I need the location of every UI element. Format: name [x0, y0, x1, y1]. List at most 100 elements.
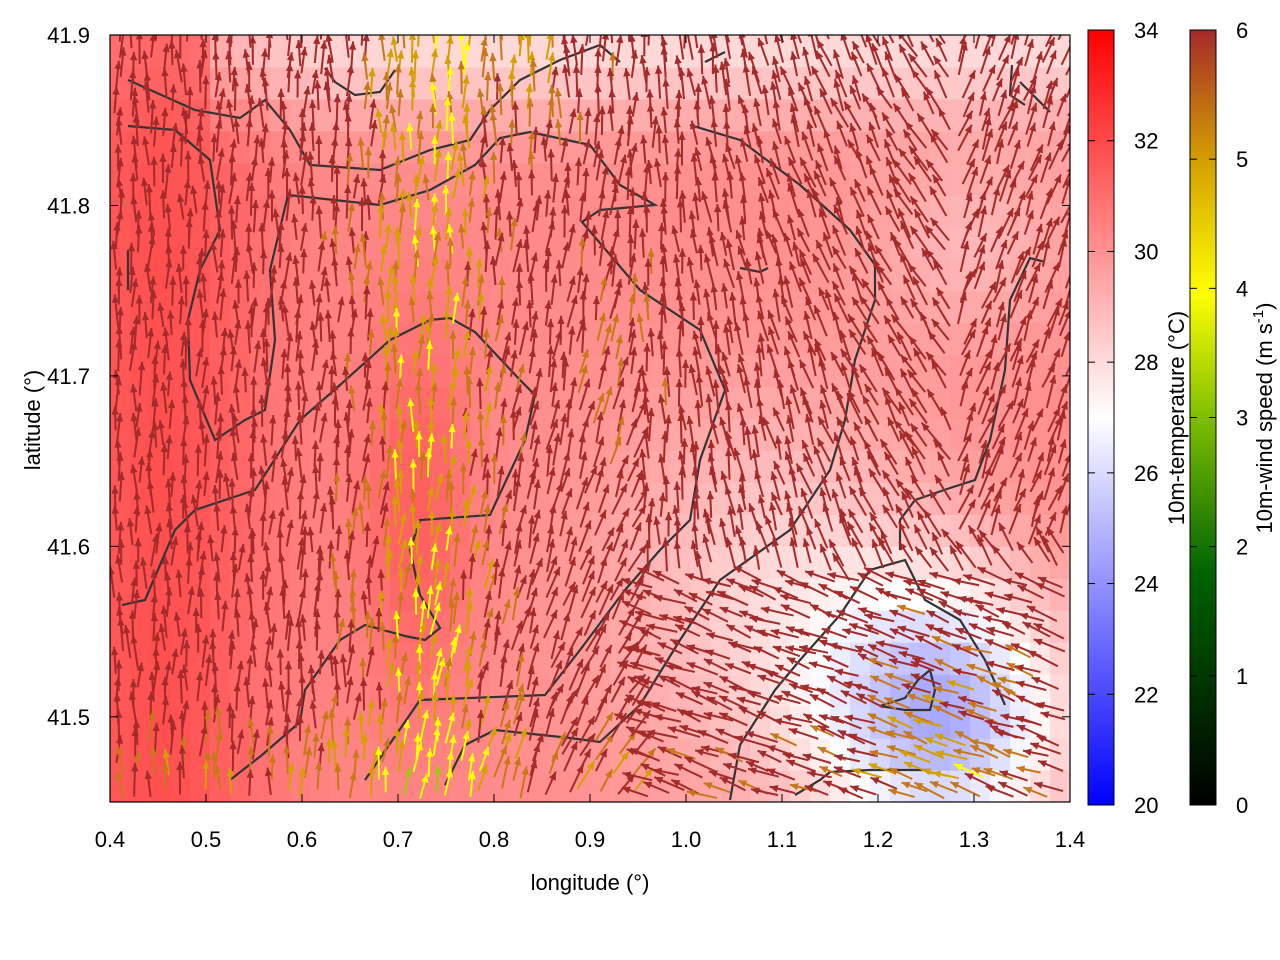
- wind-vector-head: [640, 35, 649, 38]
- temperature-cell: [770, 482, 791, 515]
- wind-vector-head: [115, 555, 123, 564]
- wind-vector-head: [149, 746, 157, 755]
- temperature-cell: [370, 290, 391, 324]
- temperature-cell: [470, 98, 491, 132]
- wind-vector-head: [162, 43, 170, 53]
- wind-vector-head: [130, 384, 138, 393]
- temperature-cell: [950, 258, 971, 292]
- wind-vector-head: [150, 569, 158, 578]
- temperature-cell: [610, 386, 631, 420]
- temperature-cell: [130, 514, 151, 547]
- wind-vector-head: [144, 770, 152, 780]
- wind-vector-head: [117, 617, 125, 626]
- wind-vector-head: [115, 735, 124, 744]
- temperature-cell: [230, 706, 251, 739]
- wind-vector-shaft: [154, 35, 158, 40]
- temperature-cell: [670, 66, 691, 100]
- temperature-cell: [1050, 674, 1070, 707]
- temperature-cell: [650, 450, 671, 484]
- temperature-cell: [550, 738, 571, 771]
- wind-vector-head: [152, 116, 160, 125]
- temperature-cell: [830, 482, 851, 515]
- temperature-cell: [850, 546, 871, 579]
- wind-vector-head: [134, 427, 142, 437]
- wind-vector-shaft: [683, 35, 686, 49]
- wind-vector-head: [134, 538, 142, 547]
- temperature-cell: [990, 738, 1011, 771]
- wind-vector-head: [132, 315, 140, 325]
- wind-vector-head: [245, 21, 252, 30]
- temperature-cell: [390, 610, 411, 643]
- wind-vector-head: [153, 632, 161, 641]
- temperature-cell: [1050, 482, 1070, 515]
- temperature-cell: [650, 35, 671, 68]
- wind-vector-head: [142, 81, 150, 91]
- wind-vector-head: [153, 661, 161, 671]
- wind-vector-head: [111, 406, 119, 415]
- temperature-cell: [270, 546, 291, 579]
- wind-vector-head: [151, 533, 159, 543]
- temperature-cell: [170, 610, 191, 643]
- temperature-cell: [990, 610, 1011, 643]
- temperature-cell: [170, 546, 191, 579]
- wind-vector-head: [657, 15, 664, 24]
- temperature-cell: [590, 546, 611, 579]
- wind-vector-head: [115, 325, 123, 334]
- temperature-cell: [290, 162, 311, 196]
- wind-vector-head: [150, 593, 158, 603]
- wind-vector-head: [133, 751, 141, 761]
- wind-vector-head: [111, 646, 119, 656]
- wind-vector-head: [161, 107, 169, 117]
- temperature-cell: [250, 162, 271, 196]
- temperature-cell: [490, 770, 511, 802]
- temperature-cell: [430, 66, 451, 100]
- temperature-cell: [950, 162, 971, 196]
- temperature-cell: [350, 418, 371, 452]
- temperature-cell: [1050, 706, 1070, 739]
- wind-vector-head: [127, 243, 136, 252]
- wind-vector-head: [137, 456, 145, 465]
- temperature-cell: [750, 98, 771, 132]
- temperature-cell: [510, 290, 531, 324]
- temperature-cell: [570, 546, 591, 579]
- wind-vector-head: [111, 505, 119, 514]
- temperature-cell: [170, 482, 191, 515]
- temperature-cell: [1010, 514, 1031, 547]
- temperature-cell: [230, 482, 251, 515]
- temperature-cell: [230, 130, 251, 164]
- wind-vector-head: [153, 13, 160, 21]
- temperature-cell: [590, 770, 611, 802]
- temperature-cell: [350, 642, 371, 675]
- temperature-cell: [450, 546, 471, 579]
- temperature-cell: [150, 194, 171, 228]
- temperature-cell: [250, 706, 271, 739]
- wind-vector-head: [169, 84, 177, 93]
- temperature-cell: [350, 546, 371, 579]
- wind-vector-head: [342, 24, 349, 33]
- temperature-cell: [710, 610, 731, 643]
- wind-vector-shaft: [129, 35, 133, 48]
- wind-vector-head: [197, 11, 204, 19]
- wind-vector-head: [140, 177, 149, 187]
- wind-vector-head: [549, 19, 556, 27]
- temperature-cell: [530, 98, 551, 132]
- wind-vector-head: [114, 677, 122, 686]
- wind-vector-head: [116, 607, 124, 616]
- wind-vector-head: [117, 11, 124, 19]
- temperature-cell: [670, 674, 691, 707]
- temperature-cell: [730, 546, 751, 579]
- wind-vector-head: [137, 361, 146, 371]
- wind-vector-head: [184, 16, 191, 24]
- temperature-cell: [350, 738, 371, 771]
- wind-vector-head: [289, 35, 294, 36]
- wind-vector-head: [808, 12, 815, 21]
- wind-vector-head: [772, 14, 779, 23]
- temperature-cell: [230, 770, 251, 802]
- wind-vector-head: [265, 18, 272, 27]
- temperature-cell: [1050, 546, 1070, 579]
- temperature-cell: [950, 514, 971, 547]
- temperature-cell: [330, 35, 351, 68]
- temperature-cell: [270, 674, 291, 707]
- wind-vector-head: [148, 429, 156, 439]
- temperature-cell: [250, 770, 271, 802]
